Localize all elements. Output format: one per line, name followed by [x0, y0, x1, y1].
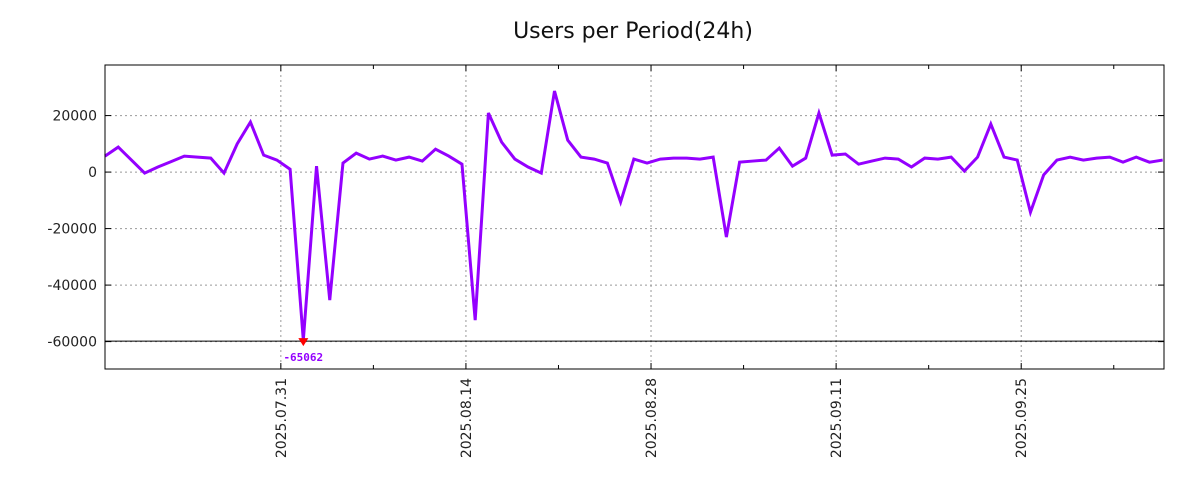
series-line-users [104, 90, 1163, 341]
y-tick-label: -40000 [47, 278, 97, 294]
y-tick-label: 0 [88, 165, 97, 181]
grid [105, 65, 1164, 369]
x-tick-label: 2025.08.28 [644, 378, 660, 458]
y-tick-label: 20000 [52, 109, 97, 125]
y-tick-label: -20000 [47, 222, 97, 238]
x-tick-label: 2025.09.11 [829, 378, 845, 458]
x-tick-label: 2025.09.25 [1014, 378, 1030, 458]
series-layer [104, 90, 1163, 341]
plot-frame [104, 64, 1165, 370]
x-tick-label: 2025.07.31 [274, 378, 290, 458]
axis-ticks: 20000 0 -20000 -40000 -60000 2025.07.31 2025.0… [47, 65, 1164, 458]
x-tick-label: 2025.08.14 [459, 378, 475, 458]
y-tick-label: -60000 [47, 335, 97, 351]
min-value-label: -65062 [283, 351, 323, 364]
min-marker-icon [298, 338, 309, 347]
annotations: -65062 [105, 338, 1164, 364]
chart-title: Users per Period(24h) [513, 19, 753, 44]
